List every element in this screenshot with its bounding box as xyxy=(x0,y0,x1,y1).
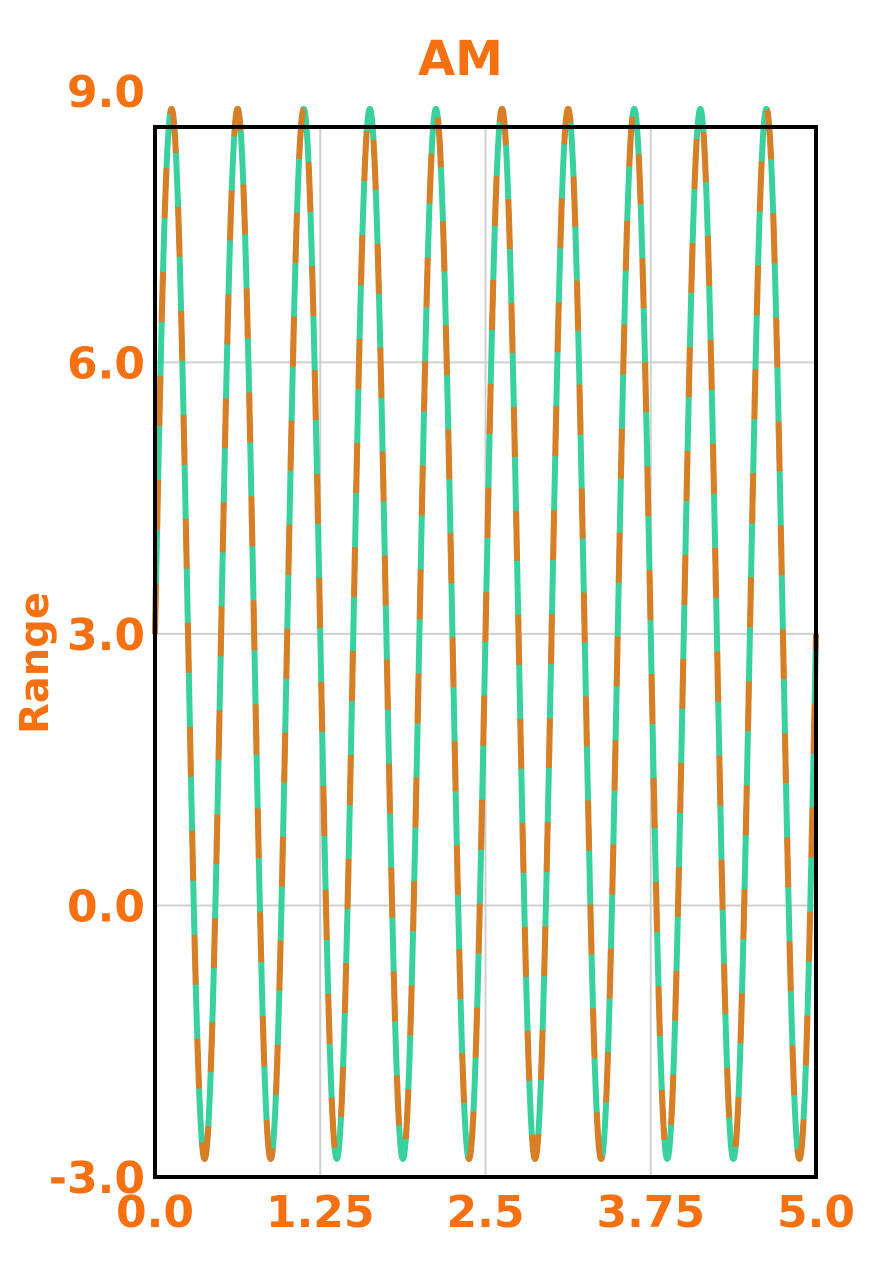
x-tick-label: 3.75 xyxy=(596,1187,705,1238)
y-tick-label: 6.0 xyxy=(67,338,145,389)
y-tick-label: -3.0 xyxy=(49,1153,145,1204)
x-tick-label: 1.25 xyxy=(266,1187,375,1238)
chart-title: AM xyxy=(418,31,503,87)
tick-labels: 0.0 1.25 2.5 3.75 5.0-3.00.03.06.09.0 xyxy=(49,67,855,1238)
x-tick-label: 2.5 xyxy=(447,1187,525,1238)
series-layer xyxy=(152,105,819,1162)
series-envelope-line xyxy=(152,105,819,1162)
x-tick-label: 0.0 xyxy=(116,1187,194,1238)
y-tick-label: 3.0 xyxy=(67,610,145,661)
y-tick-label: 9.0 xyxy=(67,67,145,118)
y-axis-label: Range xyxy=(12,592,58,734)
plot-frame xyxy=(153,125,818,1179)
y-tick-label: 0.0 xyxy=(67,881,145,932)
x-tick-label: 5.0 xyxy=(777,1187,855,1238)
